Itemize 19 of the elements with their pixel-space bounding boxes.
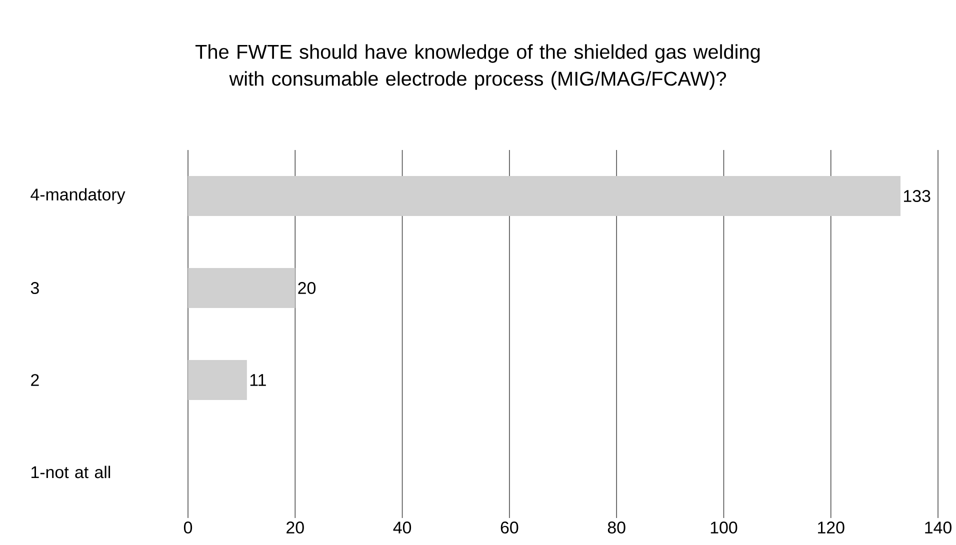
x-tick-label: 80 — [608, 522, 626, 534]
chart-title: The FWTE should have knowledge of the shielded gas welding with consumable electrode process (MIG/MAG/FCAW)? — [195, 44, 760, 90]
y-tick-label: 4-mandatory — [30, 188, 126, 204]
x-tick-label: 120 — [818, 522, 844, 534]
data-label: 11 — [250, 374, 266, 386]
bar — [188, 268, 296, 308]
bar — [188, 360, 247, 400]
x-tick-label: 0 — [184, 522, 192, 534]
x-tick-label: 20 — [286, 522, 304, 534]
x-tick-label: 140 — [925, 522, 952, 534]
x-tick-label: 100 — [710, 522, 738, 534]
x-tick-label: 60 — [500, 522, 518, 534]
y-tick-label: 3 — [30, 282, 39, 294]
y-tick-label: 1-not at all — [32, 466, 110, 478]
data-label: 133 — [904, 190, 930, 202]
x-tick-label: 40 — [393, 522, 412, 534]
bar — [188, 176, 901, 216]
y-tick-label: 2 — [31, 374, 39, 386]
data-label: 20 — [298, 282, 316, 294]
